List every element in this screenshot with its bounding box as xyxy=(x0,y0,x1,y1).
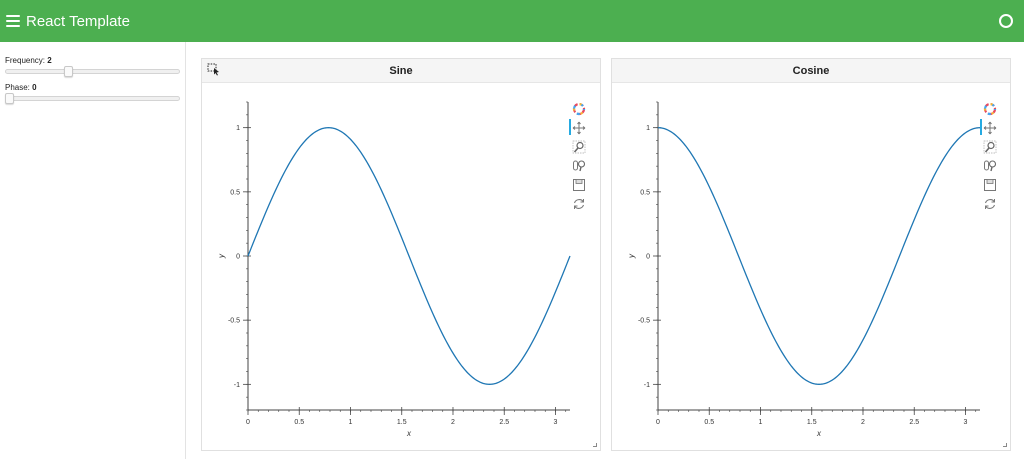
cosine-y-tick-label: 0 xyxy=(646,254,650,261)
sine-x-tick-label: 1 xyxy=(349,419,353,426)
sine-plot[interactable]: -1 -0.5 0 0.5 1 0 0.5 1 1.5 2 2.5 3 x y xyxy=(202,83,600,449)
sidebar: Frequency: 2 Phase: 0 xyxy=(0,42,186,459)
frequency-value: 2 xyxy=(47,56,52,65)
cosine-series-line xyxy=(657,127,981,385)
cosine-resize-handle-icon[interactable] xyxy=(1003,443,1007,447)
sine-x-tick-label: 2 xyxy=(451,419,455,426)
cosine-card-header: Cosine xyxy=(612,59,1010,83)
cosine-x-tick-label: 3 xyxy=(964,419,968,426)
menu-icon[interactable] xyxy=(6,15,20,27)
bokeh-logo-icon[interactable] xyxy=(572,102,586,116)
sine-x-tick-label: 2.5 xyxy=(499,419,509,426)
sine-card: Sine -1 -0.5 0 0.5 1 0 0.5 1 1.5 2 2.5 3 x y xyxy=(201,58,601,451)
cosine-card: Cosine -1 -0.5 0 0.5 1 0 0.5 1 1.5 2 2.5 3 x y xyxy=(611,58,1011,451)
cosine-plot[interactable]: -1 -0.5 0 0.5 1 0 0.5 1 1.5 2 2.5 3 x y xyxy=(612,83,1010,449)
frequency-label-text: Frequency: xyxy=(5,56,46,65)
phase-label-text: Phase: xyxy=(5,83,30,92)
wheel-zoom-icon[interactable] xyxy=(572,159,586,173)
sine-y-tick-label: -1 xyxy=(234,382,240,389)
box-zoom-icon[interactable] xyxy=(983,140,997,154)
sine-y-tick-label: 0.5 xyxy=(230,189,240,196)
frequency-slider[interactable] xyxy=(5,66,180,77)
sine-y-axis-label: y xyxy=(217,253,226,259)
status-circle-icon[interactable] xyxy=(999,14,1013,28)
cosine-x-tick-label: 1 xyxy=(759,419,763,426)
phase-value: 0 xyxy=(32,83,37,92)
cosine-y-tick-label: 1 xyxy=(646,125,650,132)
box-select-icon[interactable] xyxy=(207,63,221,76)
pan-icon[interactable] xyxy=(572,121,586,135)
reset-icon[interactable] xyxy=(572,197,586,211)
wheel-zoom-icon[interactable] xyxy=(983,159,997,173)
sine-x-axis-label: x xyxy=(406,429,412,438)
sine-series-line xyxy=(247,127,571,385)
cosine-x-tick-label: 0 xyxy=(656,419,660,426)
cosine-chart-title: Cosine xyxy=(792,65,830,77)
phase-slider[interactable] xyxy=(5,93,180,104)
phase-label: Phase: 0 xyxy=(5,83,37,92)
sine-x-tick-label: 0 xyxy=(246,419,250,426)
sine-resize-handle-icon[interactable] xyxy=(593,443,597,447)
bokeh-logo-icon[interactable] xyxy=(983,102,997,116)
pan-icon[interactable] xyxy=(983,121,997,135)
sine-x-tick-label: 0.5 xyxy=(294,419,304,426)
save-icon[interactable] xyxy=(572,178,586,192)
sine-x-tick-label: 3 xyxy=(554,419,558,426)
sine-active-tool-indicator xyxy=(569,119,571,135)
cosine-x-tick-label: 0.5 xyxy=(704,419,714,426)
sine-y-tick-label: 0 xyxy=(236,254,240,261)
box-zoom-icon[interactable] xyxy=(572,140,586,154)
frequency-slider-handle[interactable] xyxy=(64,66,74,77)
cosine-y-tick-label: -1 xyxy=(644,382,650,389)
sine-y-tick-label: 1 xyxy=(236,125,240,132)
cosine-y-axis-label: y xyxy=(627,253,636,259)
sine-card-header: Sine xyxy=(202,59,600,83)
app-title: React Template xyxy=(26,12,130,30)
frequency-label: Frequency: 2 xyxy=(5,56,52,65)
cosine-y-tick-label: 0.5 xyxy=(640,189,650,196)
cosine-x-tick-label: 2 xyxy=(861,419,865,426)
phase-slider-handle[interactable] xyxy=(5,93,14,104)
sine-chart-title: Sine xyxy=(389,65,413,77)
cosine-x-axis-label: x xyxy=(816,429,822,438)
sine-y-tick-label: -0.5 xyxy=(228,318,240,325)
cosine-x-tick-label: 1.5 xyxy=(807,419,817,426)
sine-x-tick-label: 1.5 xyxy=(397,419,407,426)
cosine-y-tick-label: -0.5 xyxy=(638,318,650,325)
cosine-active-tool-indicator xyxy=(980,119,982,135)
cosine-x-tick-label: 2.5 xyxy=(909,419,919,426)
reset-icon[interactable] xyxy=(983,197,997,211)
app-bar: React Template xyxy=(0,0,1024,42)
save-icon[interactable] xyxy=(983,178,997,192)
